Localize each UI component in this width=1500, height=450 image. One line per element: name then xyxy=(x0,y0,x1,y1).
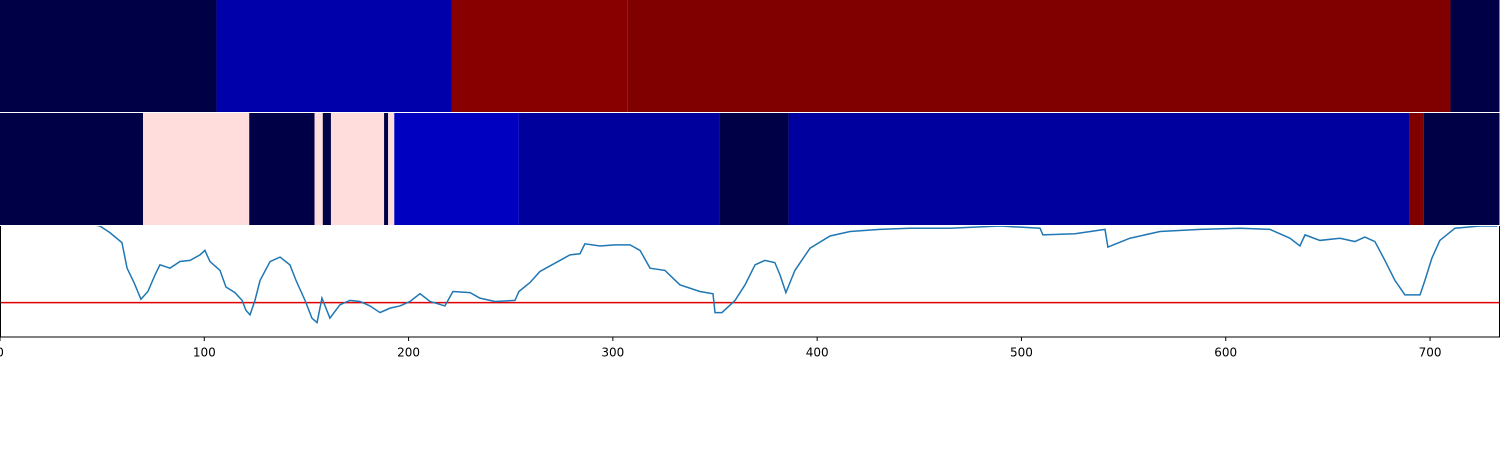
line-group xyxy=(95,226,1498,324)
x-tick-label: 100 xyxy=(193,346,216,360)
segment xyxy=(788,113,1410,225)
segment xyxy=(384,113,389,225)
segment xyxy=(451,0,628,112)
segment xyxy=(0,113,144,225)
segment xyxy=(627,0,1451,112)
segment xyxy=(0,0,217,112)
x-tick-label: 600 xyxy=(1214,346,1237,360)
x-tick-label: 0 xyxy=(0,346,4,360)
segment xyxy=(143,113,250,225)
x-tick-label: 700 xyxy=(1419,346,1442,360)
x-tick-label: 500 xyxy=(1010,346,1033,360)
segment xyxy=(1409,113,1424,225)
segment xyxy=(1423,113,1500,225)
segment xyxy=(719,113,789,225)
segment xyxy=(388,113,395,225)
x-tick-label: 200 xyxy=(397,346,420,360)
segment xyxy=(216,0,452,112)
segment xyxy=(394,113,519,225)
x-tick-label: 400 xyxy=(806,346,829,360)
segment xyxy=(322,113,331,225)
x-tick-label: 300 xyxy=(601,346,624,360)
segment xyxy=(314,113,323,225)
data-line xyxy=(95,226,1498,324)
segment xyxy=(1450,0,1500,112)
segment xyxy=(330,113,385,225)
segment xyxy=(518,113,720,225)
segment xyxy=(249,113,315,225)
